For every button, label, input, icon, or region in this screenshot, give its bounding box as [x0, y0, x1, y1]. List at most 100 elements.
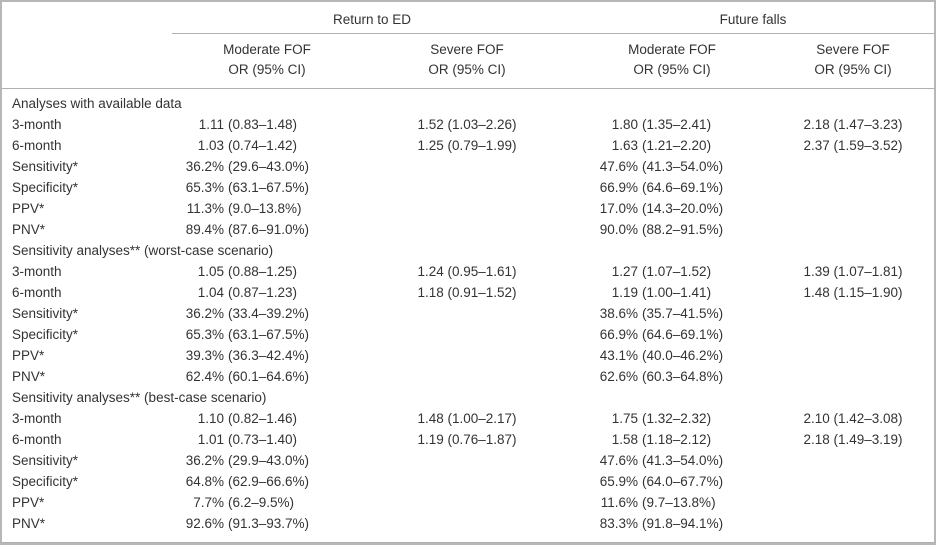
value-cell [362, 450, 572, 471]
table-row: PNV* 89.4% (87.6–91.0%) 90.0% (88.2–91.5%) [2, 219, 934, 240]
value-cell [362, 156, 572, 177]
estimate: 38.6% [599, 306, 639, 321]
value-cell [362, 492, 572, 513]
table-row: PNV* 92.6% (91.3–93.7%) 83.3% (91.8–94.1%) [2, 513, 934, 543]
stub-header-cell [2, 2, 172, 34]
col-header-line1: Moderate FOF [223, 42, 311, 57]
confidence-interval: (64.6–69.1%) [642, 180, 724, 195]
estimate: 7.7% [193, 495, 224, 510]
confidence-interval: (0.88–1.25) [228, 264, 298, 279]
value-cell: 1.10 (0.82–1.46) [172, 408, 362, 429]
confidence-interval: (1.35–2.41) [642, 117, 712, 132]
value-split: 65.3% (63.1–67.5%) [172, 324, 362, 345]
row-label: Sensitivity* [12, 453, 79, 468]
value-cell [362, 513, 572, 543]
value-split: 1.75 (1.32–2.32) [572, 408, 772, 429]
value-split: 36.2% (29.9–43.0%) [172, 450, 362, 471]
confidence-interval: (0.74–1.42) [228, 138, 298, 153]
estimate: 1.75 [611, 411, 639, 426]
value-split: 11.3% (9.0–13.8%) [172, 198, 362, 219]
estimate: 17.0% [599, 201, 639, 216]
value-cell: 89.4% (87.6–91.0%) [172, 219, 362, 240]
value-cell: 66.9% (64.6–69.1%) [572, 177, 772, 198]
subheader-row: Moderate FOF OR (95% CI) Severe FOF OR (… [2, 33, 934, 89]
confidence-interval: (87.6–91.0%) [228, 222, 310, 237]
confidence-interval: (33.4–39.2%) [228, 306, 310, 321]
value-cell: 2.18 (1.49–3.19) [803, 432, 903, 447]
confidence-interval: (1.00–1.41) [642, 285, 712, 300]
value-split: 11.6% (9.7–13.8%) [572, 492, 772, 513]
estimate: 1.80 [611, 117, 639, 132]
row-label: Sensitivity* [12, 159, 79, 174]
value-cell: 1.63 (1.21–2.20) [572, 135, 772, 156]
estimate: 1.04 [197, 285, 224, 300]
value-split: 38.6% (35.7–41.5%) [572, 303, 772, 324]
estimate: 89.4% [185, 222, 224, 237]
value-split: 1.04 (0.87–1.23) [172, 282, 362, 303]
col-header-return-ed-moderate-fof: Moderate FOF OR (95% CI) [172, 33, 362, 89]
value-cell: 1.80 (1.35–2.41) [572, 114, 772, 135]
confidence-interval: (63.1–67.5%) [228, 180, 310, 195]
value-cell: 36.2% (29.9–43.0%) [172, 450, 362, 471]
value-cell [772, 450, 934, 471]
value-split: 36.2% (29.6–43.0%) [172, 156, 362, 177]
value-cell: 47.6% (41.3–54.0%) [572, 450, 772, 471]
confidence-interval: (1.18–2.12) [642, 432, 712, 447]
col-header-line1: Severe FOF [816, 42, 890, 57]
confidence-interval: (29.6–43.0%) [228, 159, 310, 174]
value-cell [362, 366, 572, 387]
table-row: Sensitivity* 36.2% (33.4–39.2%) 38.6% (35.7–… [2, 303, 934, 324]
estimate: 1.58 [611, 432, 639, 447]
value-cell: 2.37 (1.59–3.52) [803, 138, 903, 153]
estimate: 1.10 [197, 411, 224, 426]
value-split: 64.8% (62.9–66.6%) [172, 471, 362, 492]
value-split: 1.19 (1.00–1.41) [572, 282, 772, 303]
table-row: 6-month 1.01 (0.73–1.40) 1.19 (0.76–1.87) 1.… [2, 429, 934, 450]
value-cell: 90.0% (88.2–91.5%) [572, 219, 772, 240]
estimate: 1.01 [197, 432, 224, 447]
value-cell [772, 303, 934, 324]
value-cell: 11.6% (9.7–13.8%) [572, 492, 772, 513]
confidence-interval: (41.3–54.0%) [642, 453, 724, 468]
value-cell: 1.25 (0.79–1.99) [417, 138, 517, 153]
value-cell [772, 513, 934, 543]
estimate: 43.1% [599, 348, 639, 363]
confidence-interval: (0.87–1.23) [228, 285, 298, 300]
value-split: 1.11 (0.83–1.48) [172, 114, 362, 135]
value-cell: 38.6% (35.7–41.5%) [572, 303, 772, 324]
confidence-interval: (91.3–93.7%) [228, 516, 310, 531]
confidence-interval: (0.73–1.40) [228, 432, 298, 447]
section-title: Sensitivity analyses** (best-case scenar… [12, 390, 267, 405]
row-label: PPV* [12, 201, 45, 216]
confidence-interval: (1.32–2.32) [642, 411, 712, 426]
value-cell: 1.01 (0.73–1.40) [172, 429, 362, 450]
estimate: 92.6% [185, 516, 224, 531]
col-header-line1: Moderate FOF [628, 42, 716, 57]
value-cell: 83.3% (91.8–94.1%) [572, 513, 772, 543]
value-cell: 1.04 (0.87–1.23) [172, 282, 362, 303]
value-cell: 1.48 (1.15–1.90) [803, 285, 903, 300]
value-split: 7.7% (6.2–9.5%) [172, 492, 362, 513]
estimate: 11.3% [186, 201, 224, 216]
value-split: 1.05 (0.88–1.25) [172, 261, 362, 282]
value-cell: 7.7% (6.2–9.5%) [172, 492, 362, 513]
table-row: Specificity* 65.3% (63.1–67.5%) 66.9% (64.6–… [2, 177, 934, 198]
spanner-row: Return to ED Future falls [2, 2, 934, 34]
value-cell: 65.3% (63.1–67.5%) [172, 324, 362, 345]
row-label: 6-month [12, 285, 62, 300]
estimate: 11.6% [600, 495, 639, 510]
value-cell: 65.9% (64.0–67.7%) [572, 471, 772, 492]
confidence-interval: (29.9–43.0%) [228, 453, 310, 468]
table-row: PPV* 11.3% (9.0–13.8%) 17.0% (14.3–20.0%) [2, 198, 934, 219]
col-header-line2: OR (95% CI) [633, 62, 711, 77]
row-label: Specificity* [12, 327, 79, 342]
estimate: 1.19 [611, 285, 639, 300]
estimate: 1.03 [197, 138, 224, 153]
col-header-line2: OR (95% CI) [428, 62, 506, 77]
value-cell [362, 219, 572, 240]
estimate: 65.3% [185, 180, 224, 195]
estimate: 66.9% [599, 180, 639, 195]
value-cell: 11.3% (9.0–13.8%) [172, 198, 362, 219]
row-label: 3-month [12, 117, 62, 132]
